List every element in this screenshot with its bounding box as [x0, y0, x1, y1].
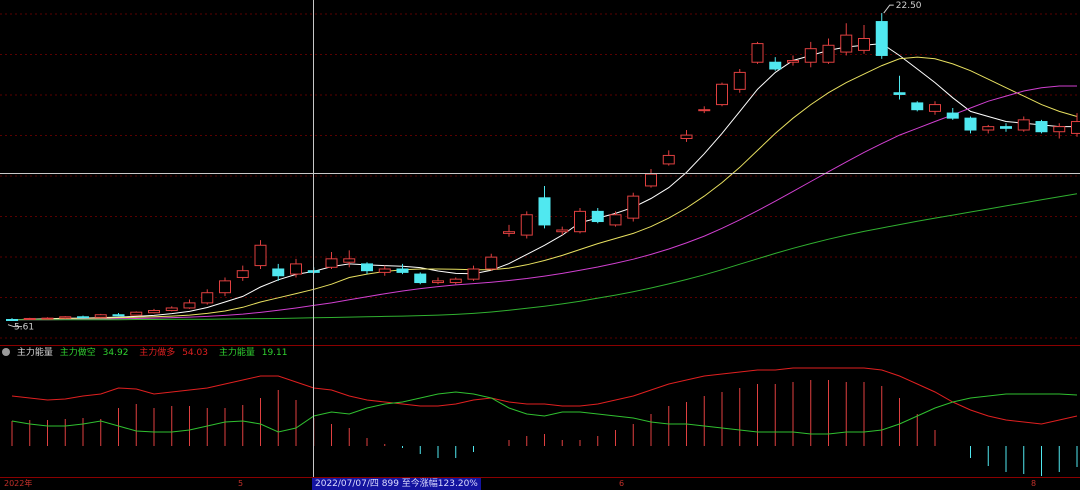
candlestick-series: [6, 13, 1080, 321]
x-label-8: 8: [1031, 479, 1037, 488]
candle-body: [361, 263, 373, 272]
candle-body: [982, 126, 995, 131]
high-pointer: [883, 4, 894, 14]
candle-body: [112, 314, 125, 317]
candle-body: [627, 195, 640, 219]
candle-body: [911, 102, 924, 111]
candle-body: [325, 258, 338, 268]
legend-energy: 主力能量 19.11: [218, 348, 288, 358]
candle-body: [680, 134, 693, 139]
candle-body: [449, 278, 462, 284]
candle-body: [769, 61, 782, 70]
x-label-year: 2022年: [4, 479, 33, 488]
candle-body: [165, 307, 178, 312]
candle-body: [1035, 121, 1048, 133]
candle-body: [94, 314, 107, 318]
candle-body: [290, 263, 302, 275]
candle-body: [751, 43, 764, 63]
candle-body: [236, 270, 249, 278]
candle-body: [1053, 126, 1066, 133]
candle-body: [946, 112, 959, 119]
candle-body: [414, 273, 427, 284]
candle-body: [378, 268, 391, 273]
x-label-6: 6: [619, 479, 625, 488]
crosshair: [0, 0, 1080, 477]
legend-long: 主力做多 54.03: [139, 348, 208, 358]
candle-body: [485, 256, 498, 270]
candle-body: [556, 229, 569, 233]
legend-short: 主力做空 34.92: [59, 348, 129, 358]
indicator-legend: 主力能量 主力做空 34.92 主力做多 54.03 主力能量 19.11: [2, 346, 295, 360]
ma-line-1: [11, 56, 1078, 321]
candle-body: [858, 38, 870, 51]
candle-body: [645, 173, 657, 187]
candle-body: [219, 280, 231, 294]
short-line: [11, 391, 1078, 435]
candle-body: [432, 280, 444, 284]
candle-body: [698, 109, 711, 112]
candle-body: [183, 302, 196, 309]
x-label-5: 5: [238, 479, 244, 488]
ma-line-3: [12, 193, 1078, 321]
candle-body: [733, 71, 746, 90]
ma-line-2: [12, 85, 1077, 321]
candle-body: [1071, 121, 1080, 134]
candle-body: [840, 34, 853, 53]
candle-body: [929, 104, 941, 112]
candle-body: [130, 311, 143, 316]
candle-body: [520, 214, 533, 236]
candle-body: [804, 48, 817, 63]
candle-body: [1000, 126, 1012, 129]
long-line: [11, 367, 1078, 425]
candle-body: [1017, 119, 1030, 131]
high-label: 22.50: [896, 1, 922, 11]
candle-body: [662, 154, 675, 165]
candle-body: [77, 316, 89, 319]
candle-body: [822, 44, 835, 63]
candle-body: [538, 197, 551, 226]
low-label: 5.61: [14, 323, 34, 333]
candle-body: [396, 268, 409, 273]
low-pointer: [7, 324, 22, 328]
candle-body: [893, 92, 906, 95]
moving-average-lines: [11, 43, 1078, 321]
price-annotations: 22.50 5.61: [7, 1, 922, 333]
price-grid: [0, 13, 1080, 478]
ma-line-0: [11, 43, 1077, 321]
candle-body: [59, 316, 72, 319]
candle-body: [964, 117, 977, 131]
indicator-settings-icon[interactable]: [2, 348, 10, 356]
indicator-title: 主力能量: [16, 348, 53, 358]
candle-body: [716, 83, 728, 106]
candle-body: [272, 268, 285, 277]
status-readout: 2022/07/07/四 899 至今涨幅123.20%: [312, 478, 481, 490]
candle-body: [503, 231, 515, 234]
candle-body: [591, 210, 604, 223]
candle-body: [574, 210, 586, 233]
candle-body: [787, 60, 799, 63]
candle-body: [875, 21, 888, 56]
candle-body: [6, 318, 18, 321]
candle-body: [467, 268, 480, 280]
candle-body: [254, 244, 267, 267]
candle-body: [201, 292, 214, 304]
candle-body: [609, 214, 622, 226]
indicator-panel: [11, 367, 1078, 476]
candle-body: [148, 310, 160, 314]
candle-body: [41, 317, 54, 320]
candle-body: [343, 258, 356, 263]
candle-body: [23, 317, 36, 320]
